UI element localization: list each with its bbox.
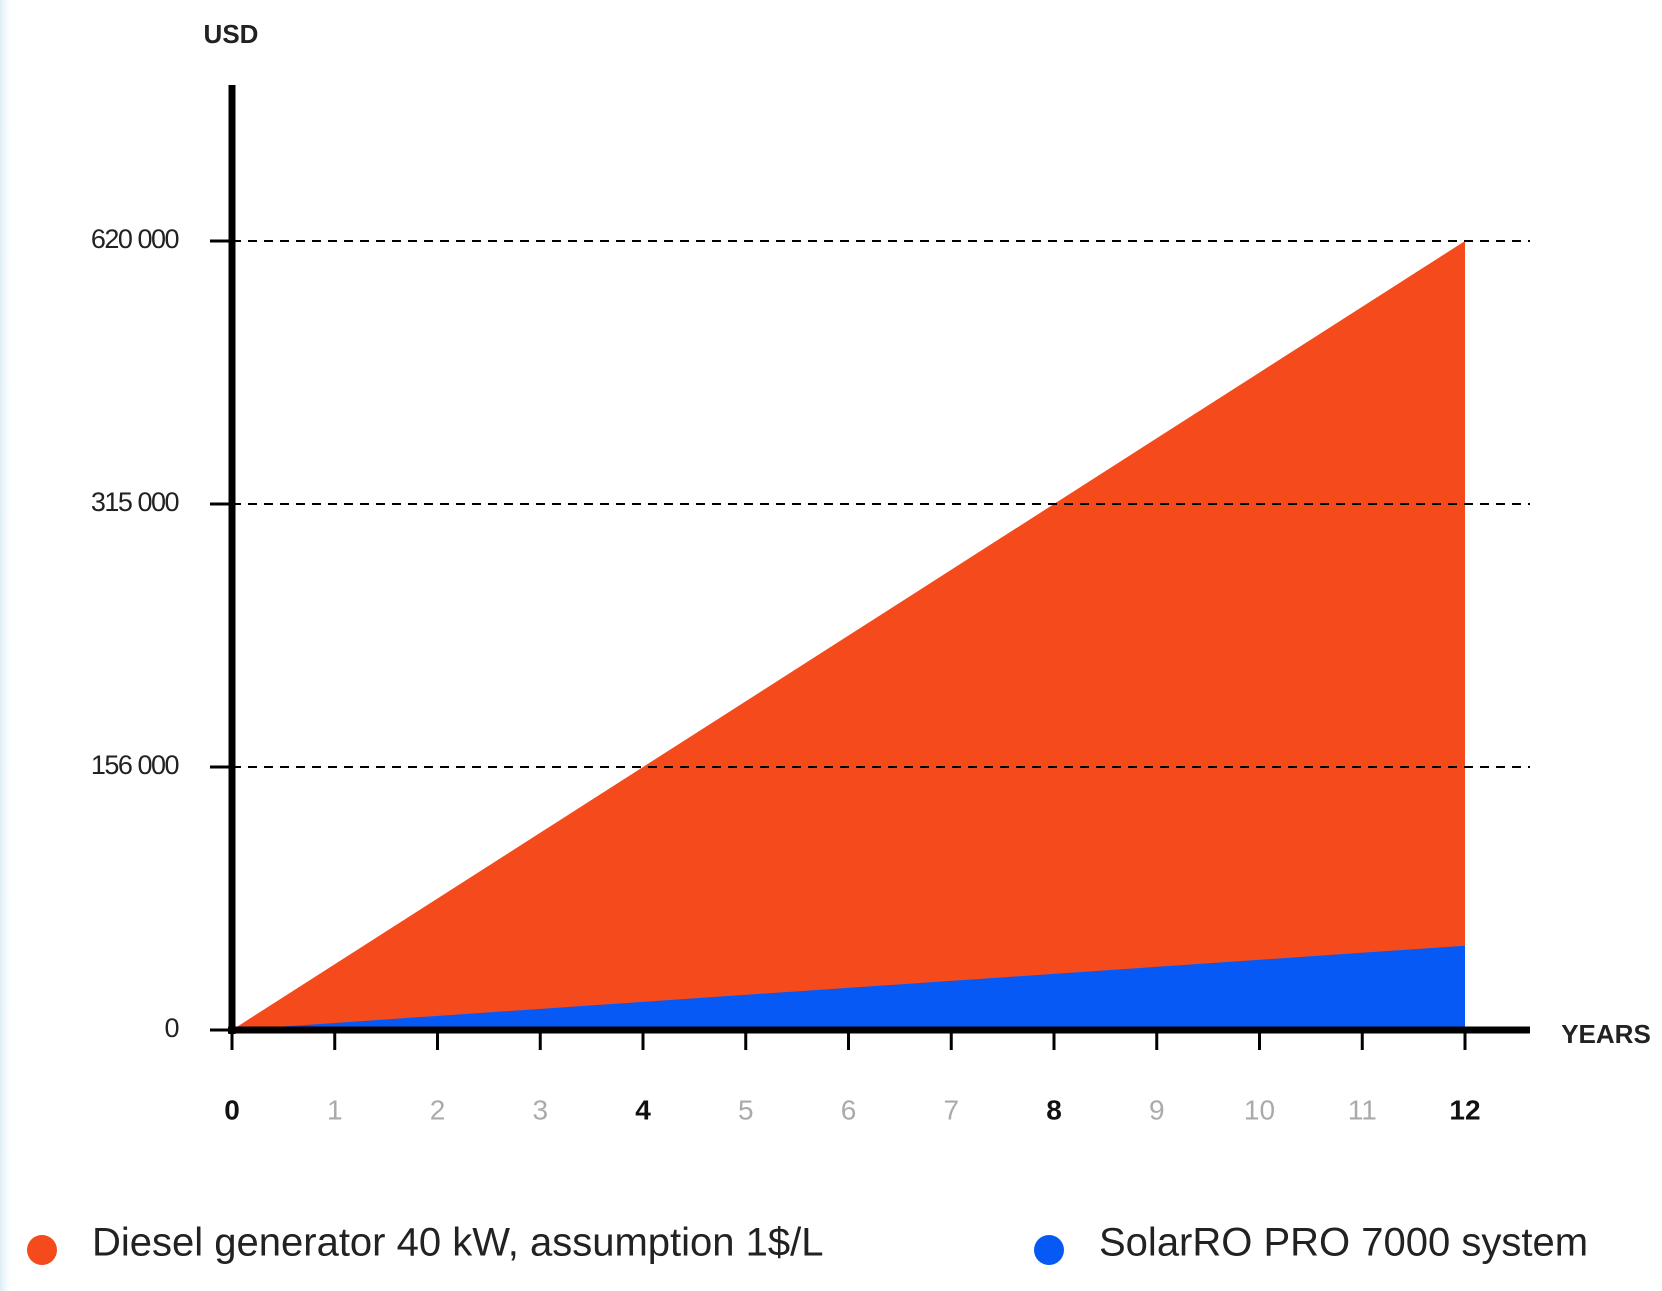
legend-marker — [1034, 1235, 1064, 1265]
y-tick-label: 315 000 — [91, 487, 179, 517]
x-tick-label: 1 — [327, 1094, 343, 1125]
x-tick-label: 2 — [430, 1094, 446, 1125]
x-tick-label: 0 — [224, 1094, 240, 1125]
x-tick-label: 8 — [1046, 1094, 1062, 1125]
legend-label: Diesel generator 40 kW, assumption 1$/L — [92, 1221, 824, 1265]
x-tick-label: 5 — [738, 1094, 754, 1125]
x-tick-label: 4 — [635, 1094, 651, 1125]
x-tick-label: 6 — [841, 1094, 857, 1125]
x-tick-label: 3 — [532, 1094, 548, 1125]
area — [232, 241, 1465, 1030]
legend-marker — [27, 1235, 57, 1265]
x-tick-label: 11 — [1348, 1094, 1377, 1125]
x-tick-label: 12 — [1449, 1094, 1480, 1125]
legend-label: SolarRO PRO 7000 system — [1099, 1221, 1588, 1265]
area — [232, 945, 1465, 1030]
y-tick-label: 0 — [164, 1013, 178, 1043]
x-axis-label: YEARS — [1561, 1019, 1651, 1049]
y-tick-label: 620 000 — [91, 224, 179, 254]
edge-shade — [0, 0, 14, 1291]
y-tick-label: 156 000 — [91, 750, 179, 780]
y-axis-label: USD — [204, 19, 259, 49]
x-tick-label: 9 — [1149, 1094, 1165, 1125]
x-tick-label: 7 — [943, 1094, 959, 1125]
x-tick-label: 10 — [1244, 1094, 1275, 1125]
